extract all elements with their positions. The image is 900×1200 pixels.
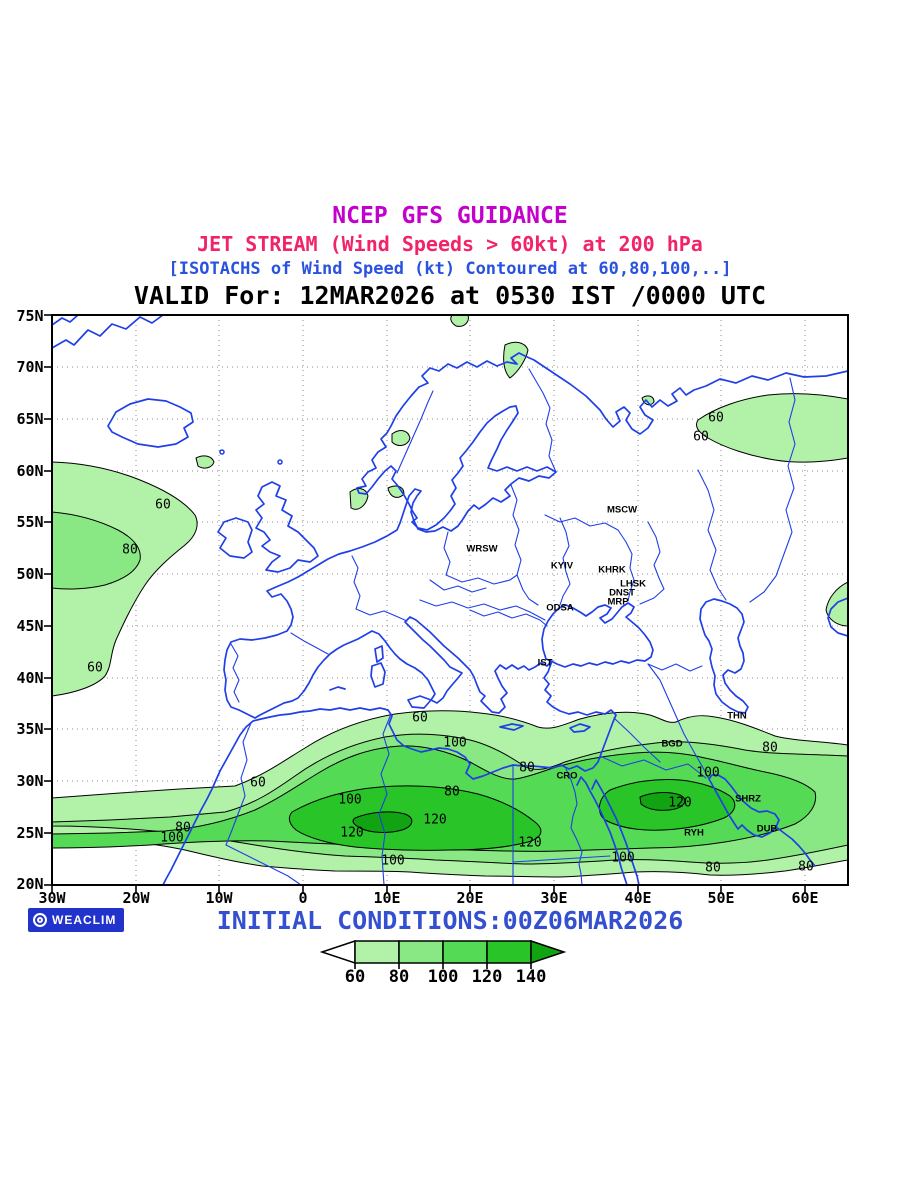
border-spain-portugal — [230, 643, 240, 703]
border-poland-germany — [443, 531, 451, 576]
sicily — [407, 695, 432, 709]
ireland — [217, 517, 253, 559]
top-edge-blob — [450, 315, 469, 327]
title-valid-time: VALID For: 12MAR2026 at 0530 IST /0000 U… — [133, 281, 767, 310]
map-frame — [51, 314, 849, 886]
border-baltics-belarus — [510, 484, 539, 606]
rivers — [419, 377, 796, 885]
latlon-grid — [52, 315, 848, 885]
weaclim-logo-text: WEACLIM — [52, 913, 117, 927]
norway-mid-blob — [391, 430, 411, 446]
cyprus — [569, 723, 591, 733]
black-sea — [541, 602, 654, 668]
legend-left-arrow — [319, 939, 356, 965]
great-britain — [255, 481, 319, 573]
africa-jet-140-east — [639, 792, 686, 811]
title-isotach-note: [ISOTACHS of Wind Speed (kt) Contoured a… — [168, 259, 732, 279]
sardinia — [370, 662, 386, 688]
border-alps — [355, 608, 408, 622]
gulf-of-oman-coast — [775, 826, 816, 867]
atlantic-patch-80 — [52, 511, 141, 590]
legend-box-80 — [398, 940, 444, 964]
caspian-sea — [699, 598, 749, 714]
coastlines — [52, 315, 848, 885]
border-algeria-mauritania — [225, 844, 302, 885]
danube-river — [419, 599, 546, 621]
border-egypt-sudan — [512, 855, 611, 863]
balearics — [329, 686, 346, 691]
faroe-island — [219, 449, 225, 455]
border-syria-iraq — [613, 717, 661, 763]
africa-jet-140-west — [352, 811, 413, 833]
legend-box-60 — [354, 940, 400, 964]
red-sea-west-coast — [576, 776, 628, 885]
border-hungary — [429, 579, 487, 593]
border-iraq-iran — [647, 663, 710, 780]
border-turkey-caucasus — [647, 663, 703, 672]
weaclim-logo-icon — [33, 913, 47, 927]
don-river — [639, 521, 665, 605]
border-balkans — [469, 609, 548, 627]
border-norway-sweden — [396, 390, 434, 474]
northeast-patch-60 — [695, 393, 848, 463]
weaclim-logo: WEACLIM — [28, 908, 125, 932]
initial-conditions-text: INITIAL CONDITIONS:00Z06MAR2026 — [216, 906, 684, 935]
border-finland-russia — [528, 368, 557, 473]
kola-sliver — [503, 341, 529, 379]
ural-river — [749, 377, 796, 603]
border-france-germany — [351, 555, 361, 610]
border-morocco-algeria — [225, 722, 252, 846]
nile-river — [565, 768, 583, 885]
corsica — [374, 645, 384, 663]
iceland — [107, 398, 194, 448]
greenland-coast — [52, 315, 164, 349]
title-model: NCEP GFS GUIDANCE — [332, 203, 568, 229]
title-product: JET STREAM (Wind Speeds > 60kt) at 200 h… — [197, 232, 703, 256]
axis-ticks — [44, 314, 806, 893]
greenland-coast-2 — [52, 315, 79, 326]
border-algeria-libya — [378, 713, 392, 885]
eurasia-africa-coast — [162, 352, 848, 885]
legend-box-100 — [442, 940, 488, 964]
isotach-shading — [52, 315, 848, 878]
shetland-island — [277, 459, 283, 465]
color-bar-legend — [319, 939, 567, 969]
border-poland-south — [445, 574, 518, 585]
legend-right-arrow — [530, 939, 567, 965]
border-ukraine-russia — [544, 514, 635, 602]
crete — [499, 723, 524, 731]
africa-jet-120-west — [288, 785, 542, 851]
dnieper-river — [559, 517, 571, 606]
norwegian-sea-blob — [195, 455, 215, 469]
border-jordan-iraq-saudi — [599, 755, 707, 779]
red-sea-east-coast — [591, 779, 640, 885]
volga-river — [697, 469, 727, 601]
country-borders — [225, 368, 710, 885]
border-pyrenees — [290, 632, 329, 655]
aral-sea-partial — [827, 597, 848, 637]
legend-box-120 — [486, 940, 532, 964]
